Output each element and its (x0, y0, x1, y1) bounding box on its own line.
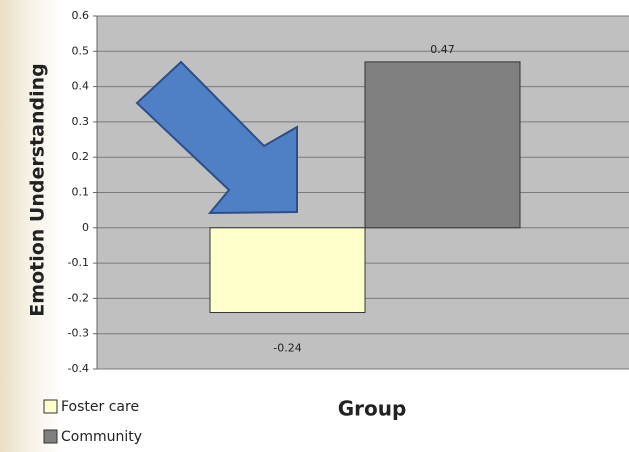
bar (209, 227, 366, 314)
x-axis-label: Group (338, 397, 407, 421)
legend-swatch (43, 429, 58, 444)
y-tick-label: 0.1 (72, 186, 90, 199)
y-tick-label: -0.3 (68, 327, 89, 340)
y-tick-label: 0.2 (72, 150, 90, 163)
y-tick-label: 0 (82, 221, 89, 234)
legend-label: Foster care (61, 399, 139, 415)
bar (364, 61, 521, 229)
y-tick-label: -0.2 (68, 291, 89, 304)
y-tick-label: 0.5 (72, 44, 90, 57)
y-axis-label: Emotion Understanding (27, 63, 49, 316)
y-tick-label: 0.4 (72, 80, 90, 93)
y-tick-label: -0.4 (68, 362, 89, 375)
legend-swatch (43, 399, 58, 414)
y-tick-label: 0.3 (72, 115, 90, 128)
arrow (135, 60, 298, 215)
data-label: -0.24 (273, 342, 301, 355)
data-label: 0.47 (430, 43, 455, 56)
legend-label: Community (61, 429, 142, 445)
y-tick-label: -0.1 (68, 256, 89, 269)
y-tick-label: 0.6 (72, 9, 90, 22)
